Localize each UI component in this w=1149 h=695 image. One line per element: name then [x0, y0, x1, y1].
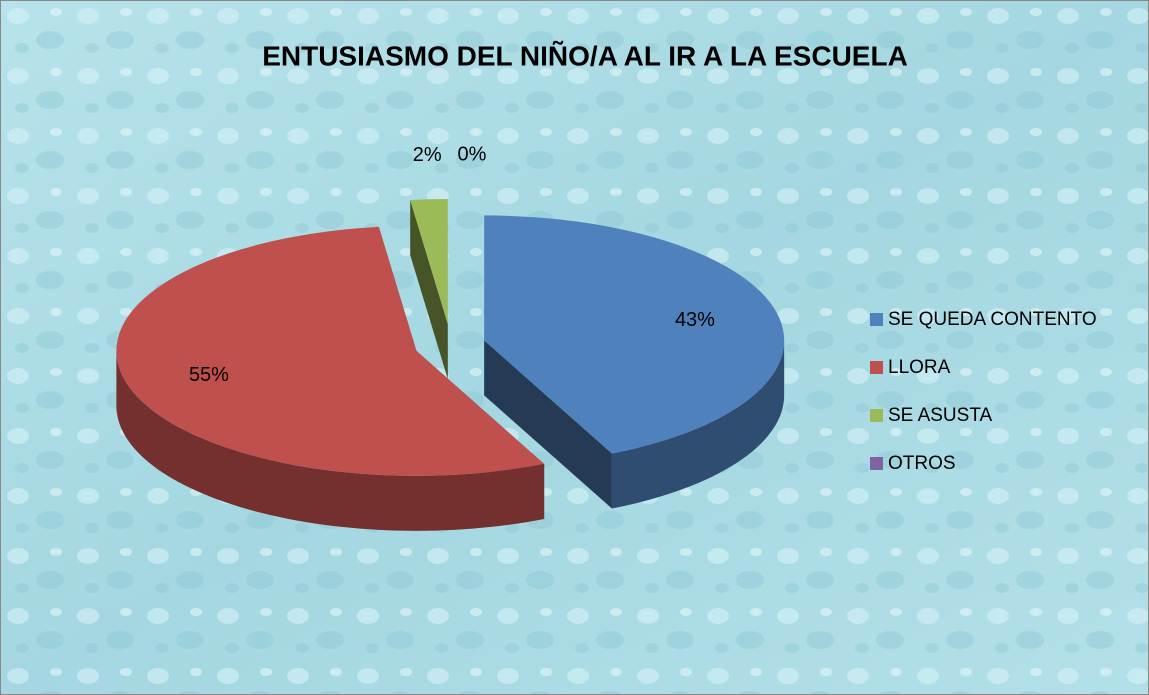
slice-side: [116, 350, 545, 531]
legend-swatch: [870, 313, 883, 326]
chart-title: ENTUSIASMO DEL NIÑO/A AL IR A LA ESCUELA: [262, 40, 908, 71]
legend-label: SE ASUSTA: [888, 405, 993, 426]
legend-label: LLORA: [888, 357, 951, 378]
legend-label: OTROS: [888, 453, 956, 474]
slice-wall: [410, 200, 448, 380]
slice-side: [611, 340, 785, 509]
legend-swatch: [870, 409, 883, 422]
data-label: 2%: [413, 144, 442, 166]
slice: [484, 215, 785, 454]
legend-label: SE QUEDA CONTENTO: [888, 309, 1097, 330]
data-label: 0%: [458, 144, 487, 166]
data-label: 55%: [189, 364, 229, 386]
slice-wall: [484, 340, 612, 509]
legend-swatch: [870, 361, 883, 374]
slice: [410, 199, 448, 325]
slice: [116, 226, 545, 476]
legend-swatch: [870, 457, 883, 470]
data-label: 43%: [675, 309, 715, 331]
